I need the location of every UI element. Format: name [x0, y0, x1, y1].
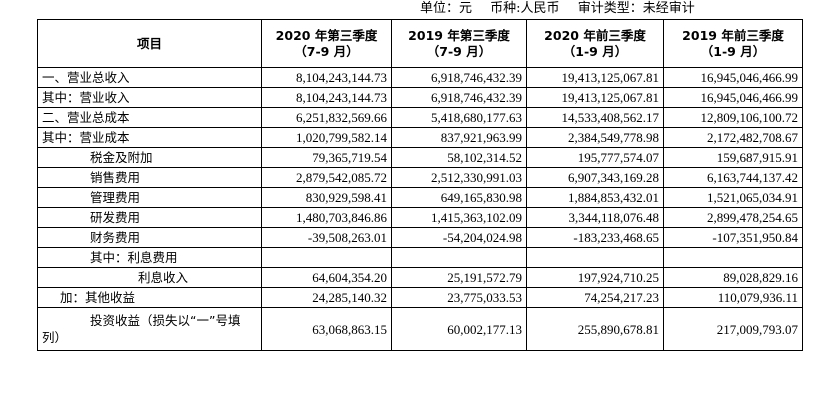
cell-value: 24,285,140.32: [261, 287, 392, 308]
cell-value: 6,907,343,169.28: [526, 167, 664, 188]
row-label: 管理费用: [37, 187, 262, 208]
table-row: 销售费用 2,879,542,085.72 2,512,330,991.03 6…: [37, 167, 803, 188]
cell-value: 64,604,354.20: [261, 267, 392, 288]
cell-value: -107,351,950.84: [663, 227, 803, 248]
header-q3-2019-line2: （7-9 月）: [426, 43, 492, 59]
header-9m-2019: 2019 年前三季度 （1-9 月）: [663, 19, 803, 68]
header-9m-2019-line2: （1-9 月）: [700, 43, 766, 59]
header-9m-2019-line1: 2019 年前三季度: [682, 27, 784, 43]
row-label: 财务费用: [37, 227, 262, 248]
cell-value: 23,775,033.53: [391, 287, 527, 308]
header-q3-2020-line2: （7-9 月）: [294, 43, 359, 59]
cell-value: 2,172,482,708.67: [663, 127, 803, 148]
cell-value: 16,945,046,466.99: [663, 87, 803, 108]
unit-label: 单位：元: [420, 1, 473, 16]
cell-value: 12,809,106,100.72: [663, 107, 803, 128]
cell-value: 19,413,125,067.81: [526, 87, 664, 108]
header-item: 项目: [37, 19, 262, 68]
cell-value: 89,028,829.16: [663, 267, 803, 288]
cell-value: 2,384,549,778.98: [526, 127, 664, 148]
row-label: 投资收益（损失以“一”号填列）: [37, 307, 262, 351]
currency-label: 币种:人民币: [490, 1, 560, 16]
cell-value: 197,924,710.25: [526, 267, 664, 288]
cell-value: 8,104,243,144.73: [261, 87, 392, 108]
cell-value: 25,191,572.79: [391, 267, 527, 288]
cell-value: 63,068,863.15: [261, 307, 392, 351]
table-row: 税金及附加 79,365,719.54 58,102,314.52 195,77…: [37, 147, 803, 168]
income-statement-table: 项目 2020 年第三季度 （7-9 月） 2019 年第三季度 （7-9 月） 2…: [37, 19, 803, 351]
table-row: 研发费用 1,480,703,846.86 1,415,363,102.09 3…: [37, 207, 803, 228]
header-9m-2020-line2: （1-9 月）: [562, 43, 628, 59]
cell-value: 2,512,330,991.03: [391, 167, 527, 188]
table-row: 利息收入 64,604,354.20 25,191,572.79 197,924…: [37, 267, 803, 288]
header-q3-2019-line1: 2019 年第三季度: [408, 27, 510, 43]
cell-value: 5,418,680,177.63: [391, 107, 527, 128]
row-label: 一、营业总收入: [37, 67, 262, 88]
cell-value: 6,918,746,432.39: [391, 87, 527, 108]
cell-value: 110,079,936.11: [663, 287, 803, 308]
row-label: 税金及附加: [37, 147, 262, 168]
cell-value: 1,415,363,102.09: [391, 207, 527, 228]
header-q3-2020-line1: 2020 年第三季度: [275, 27, 378, 43]
cell-value: [663, 247, 803, 268]
table-row: 加：其他收益 24,285,140.32 23,775,033.53 74,25…: [37, 287, 803, 308]
table-row: 一、营业总收入 8,104,243,144.73 6,918,746,432.3…: [37, 67, 803, 88]
units-line: 单位：元 币种:人民币 审计类型：未经审计: [420, 1, 820, 17]
cell-value: 58,102,314.52: [391, 147, 527, 168]
table-row: 投资收益（损失以“一”号填列） 63,068,863.15 60,002,177…: [37, 307, 803, 351]
cell-value: 16,945,046,466.99: [663, 67, 803, 88]
row-label: 研发费用: [37, 207, 262, 228]
cell-value: 2,879,542,085.72: [261, 167, 392, 188]
cell-value: 6,918,746,432.39: [391, 67, 527, 88]
header-q3-2020: 2020 年第三季度 （7-9 月）: [261, 19, 392, 68]
cell-value: 1,020,799,582.14: [261, 127, 392, 148]
table-row: 其中：营业收入 8,104,243,144.73 6,918,746,432.3…: [37, 87, 803, 108]
row-label: 利息收入: [37, 267, 262, 288]
table-row: 二、营业总成本 6,251,832,569.66 5,418,680,177.6…: [37, 107, 803, 128]
cell-value: [526, 247, 664, 268]
cell-value: -183,233,468.65: [526, 227, 664, 248]
cell-value: -39,508,263.01: [261, 227, 392, 248]
row-label: 二、营业总成本: [37, 107, 262, 128]
cell-value: 837,921,963.99: [391, 127, 527, 148]
cell-value: 1,480,703,846.86: [261, 207, 392, 228]
cell-value: 74,254,217.23: [526, 287, 664, 308]
header-q3-2019: 2019 年第三季度 （7-9 月）: [391, 19, 527, 68]
cell-value: [391, 247, 527, 268]
header-9m-2020: 2020 年前三季度 （1-9 月）: [526, 19, 664, 68]
table-row: 其中：营业成本 1,020,799,582.14 837,921,963.99 …: [37, 127, 803, 148]
audit-type-label: 审计类型：未经审计: [577, 1, 695, 16]
cell-value: 649,165,830.98: [391, 187, 527, 208]
cell-value: 159,687,915.91: [663, 147, 803, 168]
cell-value: 60,002,177.13: [391, 307, 527, 351]
cell-value: 1,884,853,432.01: [526, 187, 664, 208]
cell-value: 195,777,574.07: [526, 147, 664, 168]
cell-value: 6,251,832,569.66: [261, 107, 392, 128]
cell-value: 79,365,719.54: [261, 147, 392, 168]
row-label: 其中：营业收入: [37, 87, 262, 108]
cell-value: 19,413,125,067.81: [526, 67, 664, 88]
cell-value: [261, 247, 392, 268]
header-9m-2020-line1: 2020 年前三季度: [544, 27, 646, 43]
row-label: 其中：利息费用: [37, 247, 262, 268]
cell-value: 217,009,793.07: [663, 307, 803, 351]
cell-value: 6,163,744,137.42: [663, 167, 803, 188]
cell-value: 14,533,408,562.17: [526, 107, 664, 128]
row-label: 其中：营业成本: [37, 127, 262, 148]
row-label: 加：其他收益: [37, 287, 262, 308]
cell-value: 830,929,598.41: [261, 187, 392, 208]
table-row: 财务费用 -39,508,263.01 -54,204,024.98 -183,…: [37, 227, 803, 248]
cell-value: 8,104,243,144.73: [261, 67, 392, 88]
cell-value: 2,899,478,254.65: [663, 207, 803, 228]
table-row: 管理费用 830,929,598.41 649,165,830.98 1,884…: [37, 187, 803, 208]
header-row: 项目 2020 年第三季度 （7-9 月） 2019 年第三季度 （7-9 月） 2…: [37, 19, 803, 68]
table-row: 其中：利息费用: [37, 247, 803, 268]
cell-value: 1,521,065,034.91: [663, 187, 803, 208]
row-label: 销售费用: [37, 167, 262, 188]
cell-value: -54,204,024.98: [391, 227, 527, 248]
cell-value: 3,344,118,076.48: [526, 207, 664, 228]
cell-value: 255,890,678.81: [526, 307, 664, 351]
